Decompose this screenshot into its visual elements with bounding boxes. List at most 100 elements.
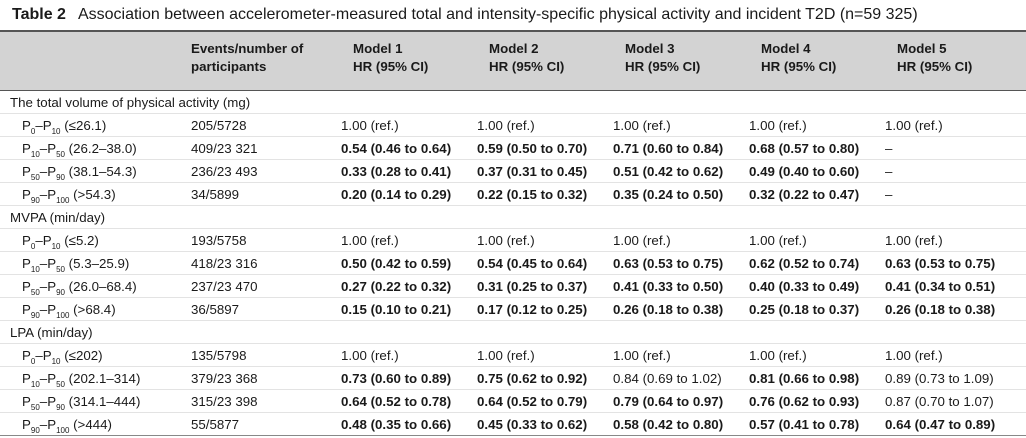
percentile-lower: 10 <box>30 149 40 159</box>
header-model-name: Model 4 <box>761 41 811 56</box>
hr-cell-model-3: 0.26 (0.18 to 0.38) <box>613 297 749 321</box>
hr-cell-model-4: 1.00 (ref.) <box>749 113 885 137</box>
percentile-label: P0–P10 (≤5.2) <box>0 228 191 252</box>
hr-cell-model-3: 0.79 (0.64 to 0.97) <box>613 389 749 413</box>
percentile-label: P90–P100 (>54.3) <box>0 182 191 206</box>
hr-cell-model-1: 1.00 (ref.) <box>341 343 477 367</box>
hr-cell-model-4: 0.25 (0.18 to 0.37) <box>749 297 885 321</box>
percentile-upper: 10 <box>51 126 61 136</box>
percentile-range: (314.1–444) <box>68 393 141 409</box>
hr-cell-model-3: 0.84 (0.69 to 1.02) <box>613 366 749 390</box>
hr-cell-model-3: 0.63 (0.53 to 0.75) <box>613 251 749 275</box>
hr-cell-model-5: 0.41 (0.34 to 0.51) <box>885 274 1026 298</box>
percentile-dash: – <box>39 393 48 409</box>
percentile-lower: 0 <box>30 356 36 366</box>
percentile-range: (>54.3) <box>73 186 116 202</box>
percentile-dash: – <box>39 416 48 432</box>
table-row: P50–P90 (26.0–68.4) 237/23 470 0.27 (0.22 … <box>0 274 1026 298</box>
percentile-symbol: P <box>22 255 31 271</box>
percentile-range: (38.1–54.3) <box>68 163 137 179</box>
percentile-symbol: P <box>47 278 57 294</box>
percentile-symbol: P <box>47 186 57 202</box>
percentile-label: P10–P50 (26.2–38.0) <box>0 136 191 160</box>
table-body: The total volume of physical activity (m… <box>0 90 1026 436</box>
events-cell: 135/5798 <box>191 343 341 367</box>
hr-cell-model-1: 0.64 (0.52 to 0.78) <box>341 389 477 413</box>
percentile-range: (≤5.2) <box>64 232 99 248</box>
percentile-symbol: P <box>47 255 57 271</box>
table-row: P50–P90 (38.1–54.3) 236/23 493 0.33 (0.28 … <box>0 159 1026 183</box>
hr-cell-model-1: 0.54 (0.46 to 0.64) <box>341 136 477 160</box>
percentile-lower: 0 <box>30 241 36 251</box>
hr-cell-model-1: 1.00 (ref.) <box>341 113 477 137</box>
table-row: P90–P100 (>68.4) 36/5897 0.15 (0.10 to 0.2… <box>0 297 1026 321</box>
percentile-dash: – <box>39 301 48 317</box>
percentile-label: P0–P10 (≤26.1) <box>0 113 191 137</box>
hr-cell-model-1: 0.27 (0.22 to 0.32) <box>341 274 477 298</box>
percentile-dash: – <box>39 140 48 156</box>
percentile-symbol: P <box>47 163 57 179</box>
hr-cell-model-1: 0.33 (0.28 to 0.41) <box>341 159 477 183</box>
header-model-name: Model 5 <box>897 41 947 56</box>
percentile-upper: 10 <box>51 241 61 251</box>
hr-cell-model-2: 1.00 (ref.) <box>477 228 613 252</box>
percentile-symbol: P <box>47 393 57 409</box>
percentile-symbol: P <box>47 140 57 156</box>
percentile-lower: 90 <box>30 425 40 435</box>
percentile-symbol: P <box>22 347 31 363</box>
percentile-lower: 10 <box>30 264 40 274</box>
percentile-dash: – <box>39 163 48 179</box>
hr-cell-model-2: 0.45 (0.33 to 0.62) <box>477 412 613 436</box>
results-table: Events/number of participants Model 1 HR (… <box>0 30 1026 436</box>
percentile-range: (26.0–68.4) <box>68 278 137 294</box>
hr-cell-model-5: 1.00 (ref.) <box>885 228 1026 252</box>
hr-cell-model-2: 0.31 (0.25 to 0.37) <box>477 274 613 298</box>
hr-cell-model-2: 0.75 (0.62 to 0.92) <box>477 366 613 390</box>
hr-cell-model-5: 1.00 (ref.) <box>885 113 1026 137</box>
events-cell: 418/23 316 <box>191 251 341 275</box>
percentile-upper: 90 <box>56 172 65 182</box>
percentile-lower: 90 <box>30 310 40 320</box>
percentile-lower: 50 <box>30 402 40 412</box>
percentile-label: P50–P90 (314.1–444) <box>0 389 191 413</box>
percentile-symbol: P <box>22 278 31 294</box>
percentile-range: (>68.4) <box>73 301 116 317</box>
table-row: P10–P50 (5.3–25.9) 418/23 316 0.50 (0.42 t… <box>0 251 1026 275</box>
events-cell: 55/5877 <box>191 412 341 436</box>
percentile-range: (≤26.1) <box>64 117 107 133</box>
percentile-label: P10–P50 (5.3–25.9) <box>0 251 191 275</box>
percentile-dash: – <box>39 370 48 386</box>
percentile-symbol: P <box>22 232 31 248</box>
header-model-1: Model 1 HR (95% CI) <box>341 30 477 91</box>
hr-cell-model-5: 0.63 (0.53 to 0.75) <box>885 251 1026 275</box>
header-model-3: Model 3 HR (95% CI) <box>613 30 749 91</box>
percentile-symbol: P <box>47 416 57 432</box>
hr-cell-model-4: 0.49 (0.40 to 0.60) <box>749 159 885 183</box>
table-title: Table 2 Association between accelerometer… <box>0 0 1026 30</box>
hr-cell-model-4: 0.57 (0.41 to 0.78) <box>749 412 885 436</box>
percentile-upper: 50 <box>56 379 65 389</box>
percentile-range: (202.1–314) <box>68 370 141 386</box>
table-row: P90–P100 (>54.3) 34/5899 0.20 (0.14 to 0.2… <box>0 182 1026 206</box>
percentile-label: P50–P90 (26.0–68.4) <box>0 274 191 298</box>
hr-cell-model-1: 0.50 (0.42 to 0.59) <box>341 251 477 275</box>
percentile-symbol: P <box>47 301 57 317</box>
percentile-dash: – <box>35 117 43 133</box>
table-row: P0–P10 (≤202) 135/5798 1.00 (ref.) 1.00 (re… <box>0 343 1026 367</box>
header-model-name: Model 1 <box>353 41 403 56</box>
header-events-line2: participants <box>191 59 267 74</box>
hr-cell-model-3: 0.58 (0.42 to 0.80) <box>613 412 749 436</box>
events-cell: 36/5897 <box>191 297 341 321</box>
section-label: LPA (min/day) <box>0 320 1026 344</box>
events-cell: 236/23 493 <box>191 159 341 183</box>
hr-cell-model-4: 0.76 (0.62 to 0.93) <box>749 389 885 413</box>
hr-cell-model-3: 1.00 (ref.) <box>613 113 749 137</box>
hr-cell-model-2: 0.17 (0.12 to 0.25) <box>477 297 613 321</box>
hr-cell-model-4: 0.81 (0.66 to 0.98) <box>749 366 885 390</box>
table-number: Table 2 <box>12 6 66 23</box>
hr-cell-model-2: 0.64 (0.52 to 0.79) <box>477 389 613 413</box>
percentile-label: P50–P90 (38.1–54.3) <box>0 159 191 183</box>
section-label: The total volume of physical activity (m… <box>0 90 1026 114</box>
hr-cell-model-3: 0.41 (0.33 to 0.50) <box>613 274 749 298</box>
percentile-dash: – <box>39 278 48 294</box>
